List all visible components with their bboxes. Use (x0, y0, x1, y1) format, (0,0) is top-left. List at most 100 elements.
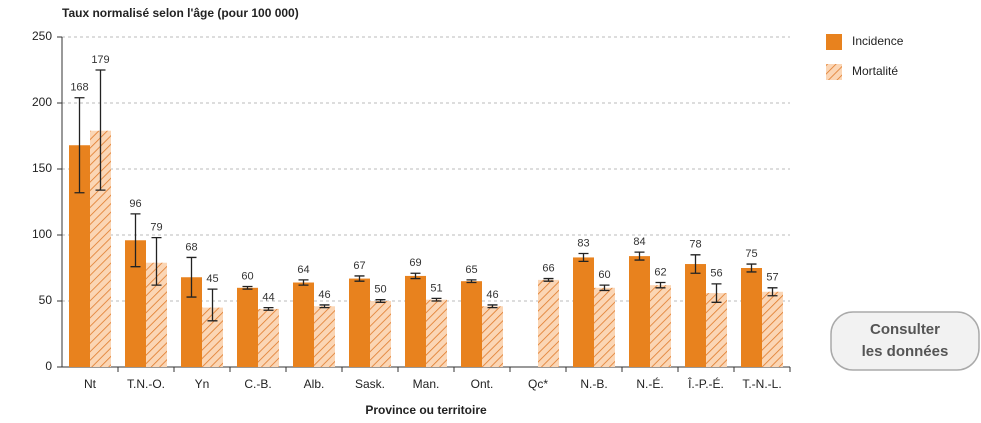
value-label: 79 (150, 222, 162, 234)
error-bar (746, 263, 757, 273)
x-tick-label: T.-N.-L. (742, 377, 781, 391)
value-label: 69 (409, 257, 421, 269)
bar (370, 301, 391, 367)
y-tick-label: 150 (32, 161, 52, 175)
value-label: 46 (486, 289, 498, 301)
legend-label: Mortalité (852, 64, 898, 78)
value-label: 65 (465, 264, 477, 276)
error-bar (767, 287, 778, 297)
error-bar (207, 288, 218, 322)
chart-title: Taux normalisé selon l'âge (pour 100 000… (62, 6, 299, 20)
bar (146, 262, 167, 367)
x-axis-label: Province ou territoire (365, 403, 487, 417)
bar (258, 308, 279, 367)
error-bar (578, 252, 589, 263)
x-tick-label: N.-B. (580, 377, 607, 391)
button-shape[interactable] (830, 311, 980, 371)
bar (69, 145, 90, 367)
bar (426, 299, 447, 367)
x-tick-label: Sask. (355, 377, 385, 391)
button-label[interactable]: Consulter (870, 321, 940, 338)
bar (629, 256, 650, 367)
x-tick-label: Nt (84, 377, 97, 391)
error-bar (599, 284, 610, 292)
bar (685, 264, 706, 367)
bar (762, 291, 783, 367)
error-bar (375, 299, 386, 303)
x-tick-label: Alb. (304, 377, 325, 391)
value-label: 84 (633, 236, 645, 248)
value-label: 57 (766, 272, 778, 284)
bar (125, 240, 146, 367)
error-bar (242, 285, 253, 290)
error-bar (690, 254, 701, 274)
bar (237, 287, 258, 367)
x-tick-label: Î.-P.-É. (687, 376, 724, 391)
value-label: 56 (710, 268, 722, 280)
y-tick-label: 0 (45, 359, 52, 373)
bar (741, 268, 762, 367)
error-bar (487, 304, 498, 309)
value-label: 78 (689, 239, 701, 251)
bar (594, 287, 615, 367)
bar (181, 277, 202, 367)
value-label: 75 (745, 248, 757, 260)
value-label: 96 (129, 198, 141, 210)
error-bar (711, 283, 722, 303)
value-label: 51 (430, 282, 442, 294)
bar (314, 306, 335, 367)
error-bar (354, 275, 365, 282)
value-label: 60 (598, 269, 610, 281)
x-tick-label: C.-B. (244, 377, 271, 391)
error-bar (410, 272, 421, 280)
bar (202, 307, 223, 367)
legend-swatch (826, 34, 842, 50)
bar (293, 282, 314, 367)
x-tick-label: Yn (195, 377, 210, 391)
value-label: 168 (70, 82, 88, 94)
legend-label: Incidence (852, 34, 904, 48)
x-tick-label: T.N.-O. (127, 377, 165, 391)
value-label: 46 (318, 289, 330, 301)
error-bar (634, 251, 645, 261)
value-label: 83 (577, 237, 589, 249)
bar (482, 306, 503, 367)
bar (538, 279, 559, 367)
x-tick-label: N.-É. (636, 376, 663, 391)
error-bar (319, 304, 330, 309)
x-tick-label: Qc* (528, 377, 548, 391)
y-tick-label: 200 (32, 95, 52, 109)
value-label: 62 (654, 266, 666, 278)
error-bar (655, 281, 666, 289)
value-label: 44 (262, 292, 274, 304)
x-tick-label: Man. (413, 377, 440, 391)
error-bar (130, 213, 141, 268)
bar (349, 278, 370, 367)
value-label: 64 (297, 264, 309, 276)
bar (90, 130, 111, 367)
bar (650, 285, 671, 367)
y-tick-label: 50 (39, 293, 53, 307)
y-tick-label: 250 (32, 29, 52, 43)
y-tick-label: 100 (32, 227, 52, 241)
bar (706, 293, 727, 367)
x-tick-label: Ont. (471, 377, 494, 391)
error-bar (186, 256, 197, 298)
error-bar (298, 279, 309, 286)
button-label[interactable]: les données (862, 343, 949, 360)
bar (461, 281, 482, 367)
data-button[interactable]: Consulter les données (830, 311, 980, 371)
value-label: 66 (542, 262, 554, 274)
value-label: 179 (91, 54, 109, 66)
value-label: 60 (241, 270, 253, 282)
error-bar (95, 69, 106, 191)
bar (573, 257, 594, 367)
legend-swatch (826, 64, 842, 80)
error-bar (151, 236, 162, 286)
error-bar (263, 306, 274, 311)
value-label: 50 (374, 284, 386, 296)
error-bar (74, 97, 85, 194)
value-label: 67 (353, 260, 365, 272)
